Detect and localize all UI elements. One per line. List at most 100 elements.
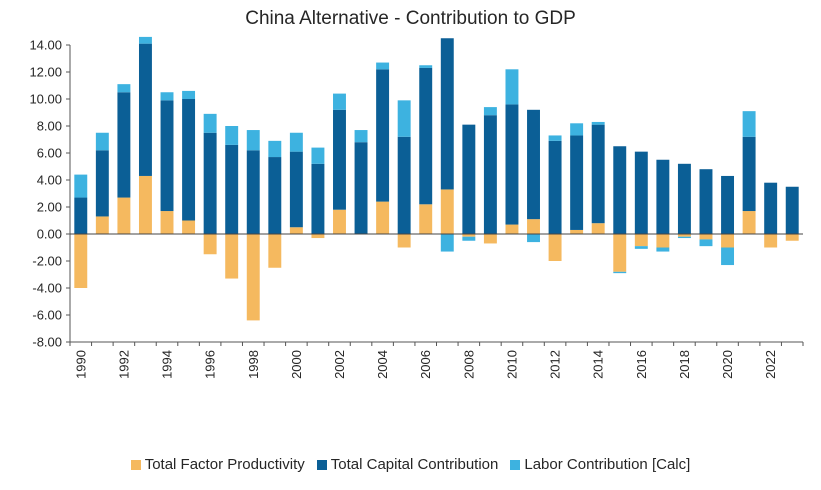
y-tick-label: 10.00 xyxy=(29,92,62,107)
x-tick-label: 1994 xyxy=(160,350,175,379)
bar-capital-2010 xyxy=(505,104,519,225)
bar-tfp-2013 xyxy=(570,229,584,234)
bar-tfp-2004 xyxy=(376,201,390,234)
bar-capital-1991 xyxy=(95,150,109,217)
bar-capital-1993 xyxy=(138,43,152,176)
bar-tfp-1992 xyxy=(117,197,131,234)
bar-tfp-1991 xyxy=(95,216,109,234)
y-tick-label: 6.00 xyxy=(37,146,62,161)
bar-tfp-2016 xyxy=(634,234,648,247)
bar-capital-1997 xyxy=(225,144,239,234)
bar-tfp-2002 xyxy=(333,209,346,234)
bar-capital-1999 xyxy=(268,157,282,234)
bar-tfp-2011 xyxy=(527,219,540,234)
bar-labor-2007 xyxy=(440,234,454,252)
legend-label-labor: Labor Contribution [Calc] xyxy=(524,456,691,473)
bar-labor-1995 xyxy=(182,90,196,99)
bar-labor-2012 xyxy=(548,135,562,141)
x-tick-label: 2016 xyxy=(634,350,649,379)
bar-labor-1993 xyxy=(138,36,152,44)
bar-labor-2008 xyxy=(462,236,476,241)
bar-tfp-2017 xyxy=(656,234,670,248)
bar-labor-1999 xyxy=(268,140,282,158)
bar-tfp-2006 xyxy=(419,204,433,234)
bar-labor-2003 xyxy=(354,130,368,143)
bar-tfp-1994 xyxy=(160,211,174,234)
bar-labor-2001 xyxy=(311,147,325,164)
x-tick-label: 1990 xyxy=(73,350,88,379)
bar-labor-2014 xyxy=(591,121,605,125)
bar-labor-1990 xyxy=(74,174,88,198)
bar-labor-2021 xyxy=(742,111,756,137)
bar-labor-1992 xyxy=(117,84,131,93)
chart-title: China Alternative - Contribution to GDP xyxy=(245,8,576,29)
bar-labor-2018 xyxy=(677,236,691,239)
y-tick-label: 12.00 xyxy=(29,65,62,80)
bar-capital-1996 xyxy=(203,132,217,234)
x-tick-label: 2002 xyxy=(332,350,347,379)
bar-tfp-1990 xyxy=(74,234,88,288)
y-tick-label: 2.00 xyxy=(37,200,62,215)
bar-capital-2017 xyxy=(656,159,670,234)
bar-tfp-2009 xyxy=(483,234,497,244)
bar-tfp-2020 xyxy=(721,234,735,248)
bar-labor-2011 xyxy=(527,234,540,243)
bar-capital-2004 xyxy=(376,69,390,202)
bar-capital-2022 xyxy=(764,182,778,234)
x-tick-label: 2008 xyxy=(461,350,476,379)
bar-capital-2007 xyxy=(440,38,454,190)
bar-tfp-2023 xyxy=(785,234,799,241)
y-tick-label: 4.00 xyxy=(37,173,62,188)
bar-labor-1991 xyxy=(95,132,109,151)
bar-capital-2000 xyxy=(289,151,303,228)
bar-tfp-2021 xyxy=(742,211,756,234)
bar-labor-2019 xyxy=(699,239,713,247)
bar-capital-2002 xyxy=(333,109,346,210)
bar-capital-2012 xyxy=(548,140,562,234)
legend-item-tfp: Total Factor Productivity xyxy=(130,456,305,473)
bar-labor-2009 xyxy=(483,107,497,116)
x-tick-label: 2020 xyxy=(720,350,735,379)
bar-tfp-1997 xyxy=(225,234,239,279)
bar-labor-2016 xyxy=(634,246,648,249)
x-tick-label: 2004 xyxy=(375,350,390,379)
bar-labor-2015 xyxy=(613,271,627,274)
bar-tfp-2012 xyxy=(548,234,562,261)
bar-tfp-1993 xyxy=(138,175,152,234)
bar-capital-2008 xyxy=(462,124,476,234)
bar-tfp-1999 xyxy=(268,234,282,268)
x-tick-label: 1992 xyxy=(116,350,131,379)
legend-swatch-tfp xyxy=(130,459,141,470)
legend-swatch-capital xyxy=(316,459,327,470)
bar-tfp-1998 xyxy=(246,234,260,321)
bar-tfp-2014 xyxy=(591,223,605,234)
y-tick-label: -6.00 xyxy=(32,308,62,323)
bar-capital-2009 xyxy=(483,115,497,234)
bar-tfp-2015 xyxy=(613,234,627,272)
legend-label-tfp: Total Factor Productivity xyxy=(144,456,305,473)
bar-capital-2023 xyxy=(785,186,799,234)
x-tick-label: 2022 xyxy=(763,350,778,379)
y-tick-label: 0.00 xyxy=(37,227,62,242)
bar-labor-1998 xyxy=(246,130,260,151)
bar-groups xyxy=(74,36,799,321)
bar-labor-2010 xyxy=(505,69,519,105)
axes xyxy=(69,45,803,342)
bar-labor-1997 xyxy=(225,126,239,145)
bar-labor-2002 xyxy=(333,93,346,110)
x-tick-label: 2010 xyxy=(504,350,519,379)
x-tick-label: 2006 xyxy=(418,350,433,379)
y-tick-label: -8.00 xyxy=(32,335,62,350)
bar-tfp-2001 xyxy=(311,234,325,239)
bar-labor-2013 xyxy=(570,123,584,136)
bar-labor-2000 xyxy=(289,132,303,152)
bar-capital-2020 xyxy=(721,175,735,234)
bar-capital-1990 xyxy=(74,197,88,234)
x-tick-label: 2018 xyxy=(677,350,692,379)
bar-labor-2004 xyxy=(376,62,390,70)
bar-capital-2016 xyxy=(634,151,648,234)
bar-labor-2017 xyxy=(656,247,670,252)
bar-capital-2011 xyxy=(527,109,540,220)
bar-capital-2006 xyxy=(419,67,433,205)
bar-tfp-2000 xyxy=(289,227,303,234)
